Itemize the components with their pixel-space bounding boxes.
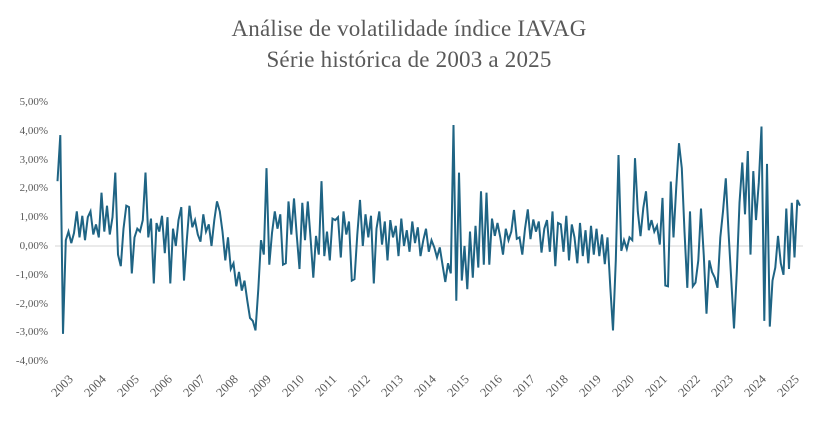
y-axis-tick-label: -4,00% xyxy=(15,355,48,368)
chart-title-line2: Série histórica de 2003 a 2025 xyxy=(266,47,552,72)
chart-title-line1: Análise de volatilidade índice IAVAG xyxy=(231,16,587,41)
y-axis-tick-label: 4,00% xyxy=(19,124,48,137)
y-axis-tick-label: -3,00% xyxy=(15,326,48,339)
volatility-series-line xyxy=(56,124,801,334)
y-axis-tick-label: 1,00% xyxy=(19,211,48,224)
y-axis-tick-label: 5,00% xyxy=(19,96,48,108)
y-axis-tick-label: -2,00% xyxy=(15,297,48,310)
y-axis-tick-label: 3,00% xyxy=(19,153,48,166)
y-axis-tick-label: -1,00% xyxy=(15,268,48,281)
y-axis-tick-label: 2,00% xyxy=(19,182,48,195)
y-axis-tick-label: 0,00% xyxy=(19,240,48,252)
chart-title: Análise de volatilidade índice IAVAG Sér… xyxy=(0,13,818,75)
